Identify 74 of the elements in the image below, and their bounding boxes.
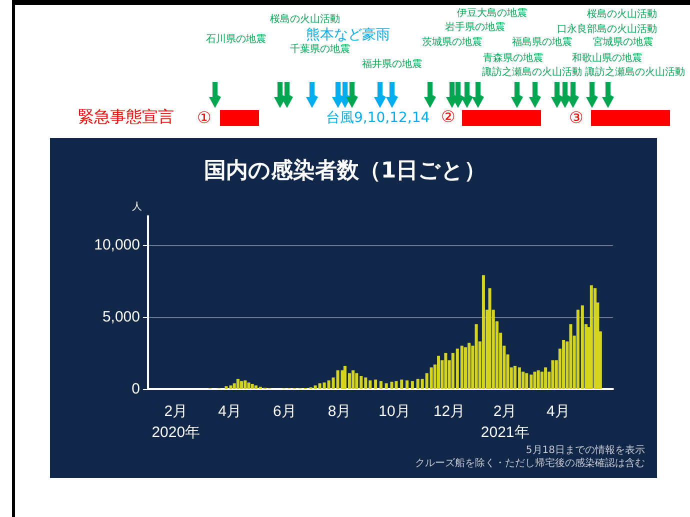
y-axis-title: 人: [132, 202, 142, 212]
bar: [460, 346, 464, 389]
text: クルーズ船を除く・ただし帰宅後の感染確認は含む: [415, 458, 645, 469]
text: ②: [441, 107, 456, 126]
bar: [562, 340, 566, 389]
text: 茨城県の地震: [422, 37, 482, 48]
bar: [580, 305, 584, 389]
text: 青森県の地震: [483, 53, 543, 64]
text: ③: [569, 108, 584, 127]
bar: [444, 352, 448, 389]
bar: [224, 386, 228, 389]
bar: [236, 378, 240, 389]
y-tick-label: 5,000: [102, 308, 140, 326]
bar: [522, 372, 525, 389]
bar: [540, 372, 544, 389]
text: 緊急事態宣言: [78, 107, 174, 126]
text: 岩手県の地震: [445, 22, 505, 33]
bar: [247, 382, 250, 389]
text: 福島県の地震: [512, 37, 572, 48]
text: 福井県の地震: [362, 59, 422, 70]
bar: [355, 373, 358, 389]
bar: [400, 380, 404, 389]
x-tick-label: 6月: [273, 403, 296, 420]
text: 5月18日までの情報を表示: [526, 445, 645, 456]
text: 桜島の火山活動: [587, 9, 657, 20]
x-tick-label: 4月: [546, 403, 570, 420]
bar: [379, 381, 382, 389]
bar: [536, 370, 540, 389]
bar: [430, 367, 433, 389]
text: 宮城県の地震: [593, 37, 653, 48]
text: 台風9,10,12,14: [326, 110, 430, 126]
bar: [533, 372, 536, 389]
text: 和歌山県の地震: [572, 53, 642, 64]
text: 口永良部島の火山活動: [557, 24, 657, 35]
bar: [551, 360, 554, 389]
y-tick-label: 10,000: [94, 236, 140, 254]
x-tick-label: 12月: [433, 403, 466, 420]
bar: [437, 356, 440, 389]
bar: [464, 347, 467, 389]
text: 伊豆大島の地震: [457, 8, 527, 19]
bar: [390, 382, 394, 389]
bar: [406, 380, 409, 389]
bar: [240, 381, 244, 389]
text: ①: [197, 108, 212, 127]
bar: [244, 380, 247, 389]
bar: [569, 324, 572, 389]
bar: [468, 342, 471, 389]
bar: [410, 381, 414, 389]
bar: [384, 383, 388, 389]
bar: [232, 383, 236, 389]
bar: [482, 275, 485, 389]
bar: [525, 373, 528, 389]
bar: [488, 288, 492, 389]
text: 桜島の火山活動: [270, 14, 340, 25]
text: 石川県の地震: [206, 34, 266, 45]
bar: [474, 324, 478, 389]
text: 諏訪之瀬島の火山活動: [482, 67, 582, 78]
bar: [352, 370, 355, 389]
y-tick-label: 0: [132, 380, 140, 398]
x-tick-label: 2月 2021年: [480, 403, 530, 441]
x-tick-label: 2月 2020年: [152, 403, 200, 441]
text: 千葉県の地震: [290, 44, 350, 55]
bar: [336, 370, 340, 389]
bar: [518, 367, 521, 389]
x-tick-label: 4月: [218, 403, 242, 420]
bar: [544, 367, 548, 389]
chart-title: 国内の感染者数（1日ごと）: [204, 158, 486, 184]
text: 熊本など豪雨: [306, 27, 390, 43]
bar: [250, 384, 254, 389]
bar: [590, 285, 593, 389]
x-tick-label: 10月: [378, 403, 410, 420]
text: 諏訪之瀬島の火山活動: [585, 67, 685, 78]
bar: [374, 380, 378, 389]
x-tick-label: 8月: [328, 403, 352, 420]
